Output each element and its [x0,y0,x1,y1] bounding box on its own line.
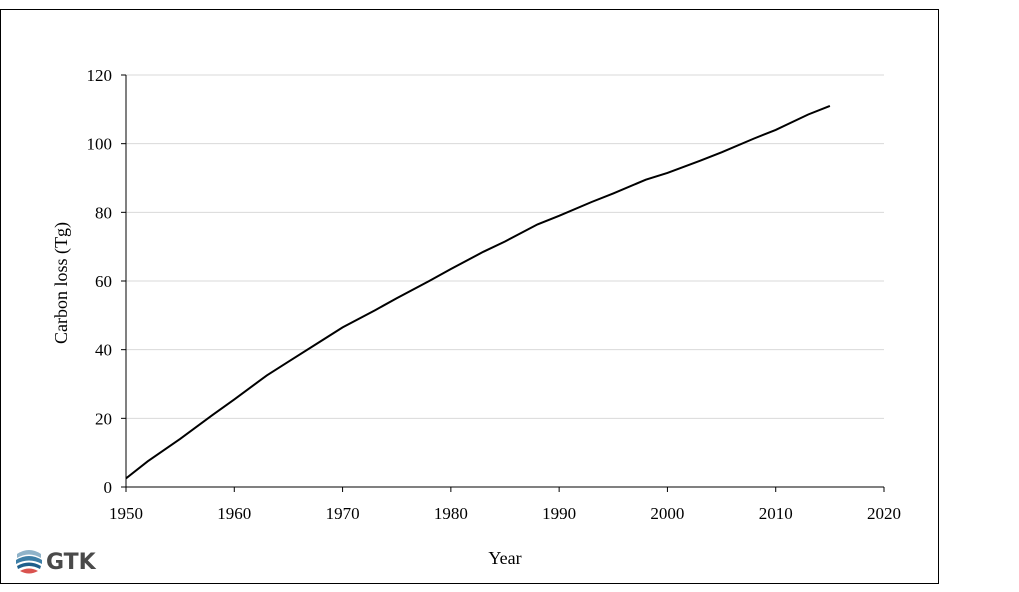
x-tick-label: 1950 [109,504,143,523]
x-tick-label: 2000 [650,504,684,523]
x-tick-label: 2010 [759,504,793,523]
x-tick-label: 1970 [326,504,360,523]
x-tick-label: 2020 [867,504,901,523]
x-axis-title: Year [488,548,521,568]
x-tick-label: 1990 [542,504,576,523]
series-line [125,104,831,480]
x-tick-label: 1980 [434,504,468,523]
gridlines [126,74,884,419]
axes [121,74,885,492]
y-tick-label: 80 [95,203,112,222]
chart-frame [0,9,939,584]
x-tick-label: 1960 [217,504,251,523]
y-axis-title: Carbon loss (Tg) [51,222,72,344]
y-tick-label: 100 [87,135,113,154]
y-tick-label: 40 [95,341,112,360]
y-tick-label: 0 [104,478,113,497]
gtk-wave-icon [15,546,43,574]
logo-text: GTK [46,550,97,575]
y-tick-label: 120 [87,66,113,85]
gtk-logo: GTK [15,546,97,575]
y-tick-label: 60 [95,272,112,291]
tick-labels: 0 20 40 60 80 100 120 1950 1960 1970 1980 1990 2000 2… [87,66,902,523]
y-tick-label: 20 [95,409,112,428]
